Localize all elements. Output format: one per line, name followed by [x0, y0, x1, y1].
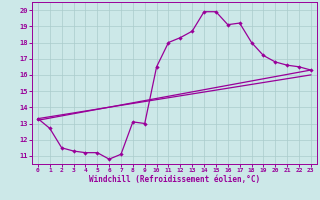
X-axis label: Windchill (Refroidissement éolien,°C): Windchill (Refroidissement éolien,°C) — [89, 175, 260, 184]
